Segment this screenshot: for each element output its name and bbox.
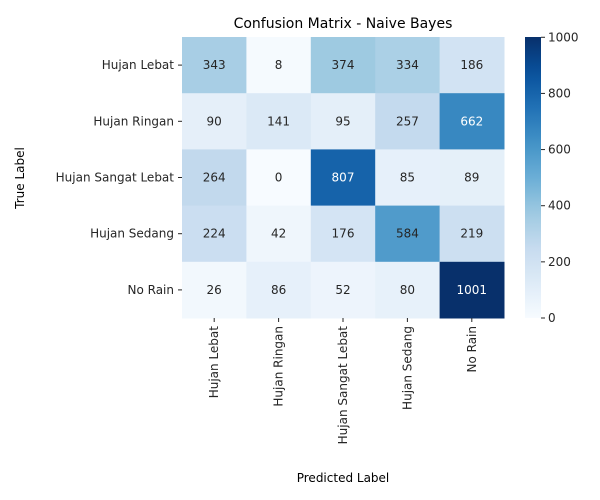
cell-value-label: 186 (460, 58, 483, 72)
heatmap-cell (310, 261, 376, 319)
cell-value-label: 89 (464, 171, 479, 185)
cell-value-label: 86 (271, 283, 286, 297)
cell-value-label: 85 (400, 171, 415, 185)
x-axis-ticks: Hujan Lebat Hujan Ringan Hujan Sangat Leba… (207, 318, 479, 444)
heatmap-cell (310, 93, 376, 150)
x-tick-label: Hujan Lebat (207, 326, 221, 399)
colorbar-tick-label: 200 (548, 255, 571, 269)
heatmap-cell (182, 37, 247, 94)
colorbar-tick-label: 0 (548, 311, 556, 325)
cell-value-label: 264 (203, 171, 226, 185)
x-tick-label: Hujan Sangat Lebat (336, 326, 350, 445)
heatmap-cell (439, 37, 505, 94)
cell-value-label: 374 (332, 58, 355, 72)
cell-value-label: 90 (207, 114, 222, 128)
colorbar-tick-label: 1000 (548, 30, 579, 44)
colorbar-ticks: 0 200 400 600 800 1000 (541, 30, 579, 325)
heatmap-cell (375, 37, 441, 94)
heatmap-cell (246, 205, 312, 263)
y-axis-ticks: Hujan Lebat Hujan Ringan Hujan Sangat Leba… (56, 58, 182, 297)
cell-value-label: 257 (396, 114, 419, 128)
y-tick-label: Hujan Sedang (90, 227, 174, 241)
heatmap-cell (246, 149, 312, 207)
heatmap-cell (439, 93, 505, 150)
heatmap-cell (246, 37, 312, 94)
heatmap-cell (182, 261, 247, 319)
y-tick-label: Hujan Ringan (93, 114, 174, 128)
heatmap-cell (182, 149, 247, 207)
y-tick-label: Hujan Sangat Lebat (56, 171, 175, 185)
x-tick-label: Hujan Ringan (272, 326, 286, 407)
x-tick-label: Hujan Sedang (400, 326, 414, 410)
cell-value-label: 141 (267, 114, 290, 128)
cell-value-label: 176 (332, 227, 355, 241)
cell-value-label: 80 (400, 283, 415, 297)
heatmap-cell (375, 93, 441, 150)
cell-value-label: 334 (396, 58, 419, 72)
colorbar (525, 37, 541, 318)
x-axis-title: Predicted Label (297, 471, 390, 485)
y-axis-title: True Label (13, 147, 27, 210)
cell-value-label: 807 (332, 171, 355, 185)
cell-value-label: 0 (275, 171, 283, 185)
cell-value-label: 662 (460, 114, 483, 128)
colorbar-tick-label: 400 (548, 199, 571, 213)
heatmap-cell (375, 149, 441, 207)
heatmap-cell (310, 205, 376, 263)
heatmap-cells (182, 37, 505, 319)
heatmap-cell (310, 37, 376, 94)
heatmap-cell (246, 261, 312, 319)
heatmap-cell (375, 205, 441, 263)
y-tick-label: No Rain (128, 283, 175, 297)
cell-value-label: 1001 (457, 283, 488, 297)
heatmap-cell (375, 261, 441, 319)
cell-value-label: 52 (335, 283, 350, 297)
heatmap-cell (439, 261, 505, 319)
heatmap-cell (439, 205, 505, 263)
cell-value-label: 343 (203, 58, 226, 72)
heatmap-cell (182, 205, 247, 263)
x-tick-label: No Rain (465, 326, 479, 373)
cell-value-label: 95 (335, 114, 350, 128)
heatmap-cell (310, 149, 376, 207)
y-tick-label: Hujan Lebat (102, 58, 175, 72)
cell-value-label: 8 (275, 58, 283, 72)
heatmap-cell (439, 149, 505, 207)
heatmap-cell (246, 93, 312, 150)
chart-title: Confusion Matrix - Naive Bayes (234, 16, 453, 32)
cell-value-label: 42 (271, 227, 286, 241)
heatmap-cell-labels: 343 8 374 334 186 90 141 95 257 662 264 0 807 85 89 224… (203, 58, 487, 297)
heatmap-cell (182, 93, 247, 150)
cell-value-label: 584 (396, 227, 419, 241)
cell-value-label: 219 (460, 227, 483, 241)
cell-value-label: 26 (207, 283, 222, 297)
colorbar-tick-label: 800 (548, 86, 571, 100)
cell-value-label: 224 (203, 227, 226, 241)
colorbar-tick-label: 600 (548, 143, 571, 157)
